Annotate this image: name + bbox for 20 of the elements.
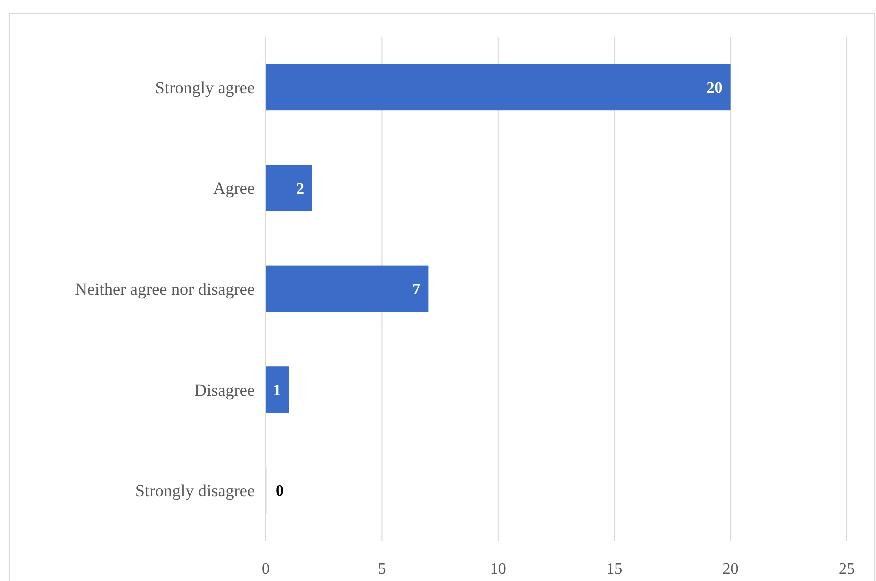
x-tick-label: 0 bbox=[262, 561, 270, 578]
data-label: 2 bbox=[296, 180, 304, 198]
y-tick-label: Agree bbox=[213, 179, 255, 198]
bar bbox=[266, 366, 290, 413]
x-tick-label: 5 bbox=[378, 561, 386, 578]
y-tick-label: Disagree bbox=[194, 380, 255, 400]
data-label: 1 bbox=[273, 382, 282, 400]
bar bbox=[266, 266, 429, 312]
x-tick-label: 15 bbox=[606, 561, 623, 578]
x-tick-label: 25 bbox=[839, 561, 855, 578]
data-label: 0 bbox=[276, 483, 284, 500]
x-tick-label: 10 bbox=[490, 561, 506, 578]
data-label: 20 bbox=[706, 80, 723, 97]
y-tick-label: Strongly disagree bbox=[136, 482, 255, 501]
data-label: 7 bbox=[412, 282, 421, 299]
x-tick-label: 20 bbox=[722, 561, 739, 578]
bar bbox=[266, 165, 312, 212]
y-tick-label: Neither agree nor disagree bbox=[75, 280, 255, 299]
bar bbox=[266, 64, 731, 111]
y-tick-label: Strongly agree bbox=[155, 78, 255, 98]
